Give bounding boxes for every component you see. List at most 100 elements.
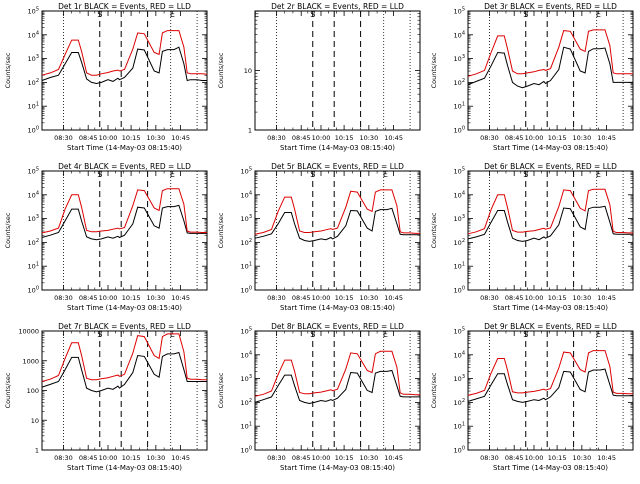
panel-title: Det 4r BLACK = Events, RED = LLD (58, 162, 191, 171)
y-tick-label: 104 (454, 30, 465, 39)
x-tick-label: 10:15 (335, 134, 354, 142)
x-axis-label: Start Time (14-May-03 08:15:40) (67, 464, 182, 472)
y-tick-label: 102 (454, 398, 465, 407)
y-tick-label: 103 (28, 214, 39, 223)
y-axis-label: Counts/sec (217, 212, 225, 248)
x-tick-label: 08:45 (79, 134, 98, 142)
panel-title: Det 5r BLACK = Events, RED = LLD (271, 162, 404, 171)
y-tick-label: 105 (28, 167, 39, 176)
y-axis-label: Counts/sec (4, 372, 12, 408)
y-tick-label: 100 (28, 126, 39, 135)
y-tick-label: 102 (454, 238, 465, 247)
end-marker: E (170, 330, 175, 339)
x-tick-label: 10:30 (146, 294, 165, 302)
x-tick-label: 08:30 (480, 294, 499, 302)
x-tick-label: 08:30 (54, 454, 73, 462)
start-marker: S (97, 330, 102, 339)
x-tick-label: 10:45 (171, 294, 190, 302)
x-tick-label: 08:45 (79, 294, 98, 302)
x-tick-label: 08:30 (54, 134, 73, 142)
detector-panel-7: Det 7r BLACK = Events, RED = LLD Counts/s… (4, 322, 208, 472)
y-tick-label: 10 (244, 67, 252, 75)
series-events-line (41, 204, 207, 241)
x-tick-label: 10:15 (122, 294, 141, 302)
y-tick-label: 100 (454, 126, 465, 135)
y-axis-label: Counts/sec (430, 372, 438, 408)
x-axis-label: Start Time (14-May-03 08:15:40) (67, 304, 182, 312)
y-tick-label: 104 (28, 30, 39, 39)
y-tick-label: 104 (28, 190, 39, 199)
series-lld-line (467, 350, 633, 396)
y-tick-label: 1 (35, 447, 39, 455)
x-tick-label: 08:30 (54, 294, 73, 302)
y-tick-label: 101 (454, 262, 465, 271)
x-tick-label: 10:45 (597, 294, 616, 302)
x-tick-label: 10:30 (146, 454, 165, 462)
panel-title: Det 7r BLACK = Events, RED = LLD (58, 322, 191, 331)
y-tick-label: 105 (241, 327, 252, 336)
x-tick-label: 10:00 (312, 134, 331, 142)
y-axis-label: Counts/sec (4, 212, 12, 248)
x-tick-label: 10:15 (335, 294, 354, 302)
y-tick-label: 103 (28, 54, 39, 63)
y-tick-label: 103 (454, 214, 465, 223)
y-tick-label: 104 (454, 350, 465, 359)
x-tick-label: 10:00 (312, 294, 331, 302)
x-tick-label: 10:15 (122, 454, 141, 462)
x-tick-label: 10:00 (99, 454, 118, 462)
start-marker: S (97, 10, 102, 19)
plot-frame (467, 330, 634, 451)
detector-panel-6: Det 6r BLACK = Events, RED = LLD Counts/s… (430, 162, 634, 312)
x-tick-label: 10:45 (597, 134, 616, 142)
y-tick-label: 105 (454, 167, 465, 176)
x-tick-label: 10:45 (384, 134, 403, 142)
x-axis-label: Start Time (14-May-03 08:15:40) (280, 144, 395, 152)
y-tick-label: 100 (454, 286, 465, 295)
detector-panel-9: Det 9r BLACK = Events, RED = LLD Counts/s… (430, 322, 634, 472)
detector-panel-1: Det 1r BLACK = Events, RED = LLD Counts/s… (4, 2, 208, 152)
plot-frame (254, 330, 421, 451)
end-marker: E (383, 170, 388, 179)
x-tick-label: 10:00 (525, 294, 544, 302)
x-tick-label: 10:15 (122, 134, 141, 142)
x-tick-label: 08:45 (505, 454, 524, 462)
x-tick-label: 10:00 (99, 134, 118, 142)
y-tick-label: 100 (27, 387, 39, 395)
x-tick-label: 10:00 (525, 454, 544, 462)
y-tick-label: 103 (454, 54, 465, 63)
x-tick-label: 08:45 (292, 134, 311, 142)
plot-frame (254, 10, 421, 131)
y-tick-label: 104 (454, 190, 465, 199)
detector-panel-4: Det 4r BLACK = Events, RED = LLD Counts/s… (4, 162, 208, 312)
x-tick-label: 10:30 (359, 454, 378, 462)
detector-panel-8: Det 8r BLACK = Events, RED = LLD Counts/s… (217, 322, 421, 472)
x-tick-label: 08:45 (292, 294, 311, 302)
y-tick-label: 102 (28, 78, 39, 87)
series-lld-line (41, 30, 208, 76)
panel-title: Det 2r BLACK = Events, RED = LLD (271, 2, 404, 11)
series-lld-line (41, 188, 207, 234)
x-tick-label: 08:30 (267, 294, 286, 302)
x-tick-label: 08:30 (267, 134, 286, 142)
y-axis-label: Counts/sec (4, 52, 12, 88)
y-tick-label: 101 (241, 262, 252, 271)
x-tick-label: 08:45 (292, 454, 311, 462)
x-tick-label: 10:30 (146, 134, 165, 142)
series-events-line (467, 46, 633, 89)
y-tick-label: 100 (28, 286, 39, 295)
x-axis-label: Start Time (14-May-03 08:15:40) (493, 304, 608, 312)
start-marker: S (310, 170, 315, 179)
plot-frame (467, 170, 634, 291)
x-tick-label: 10:30 (572, 454, 591, 462)
plot-frame (254, 170, 421, 291)
end-marker: E (596, 170, 601, 179)
series-lld-line (254, 350, 420, 397)
x-tick-label: 08:45 (505, 134, 524, 142)
series-lld-line (467, 188, 633, 235)
detector-panel-2: Det 2r BLACK = Events, RED = LLD Counts/s… (217, 2, 421, 152)
x-tick-label: 10:15 (548, 294, 567, 302)
start-marker: S (523, 170, 528, 179)
y-tick-label: 101 (241, 422, 252, 431)
x-tick-label: 08:45 (79, 454, 98, 462)
